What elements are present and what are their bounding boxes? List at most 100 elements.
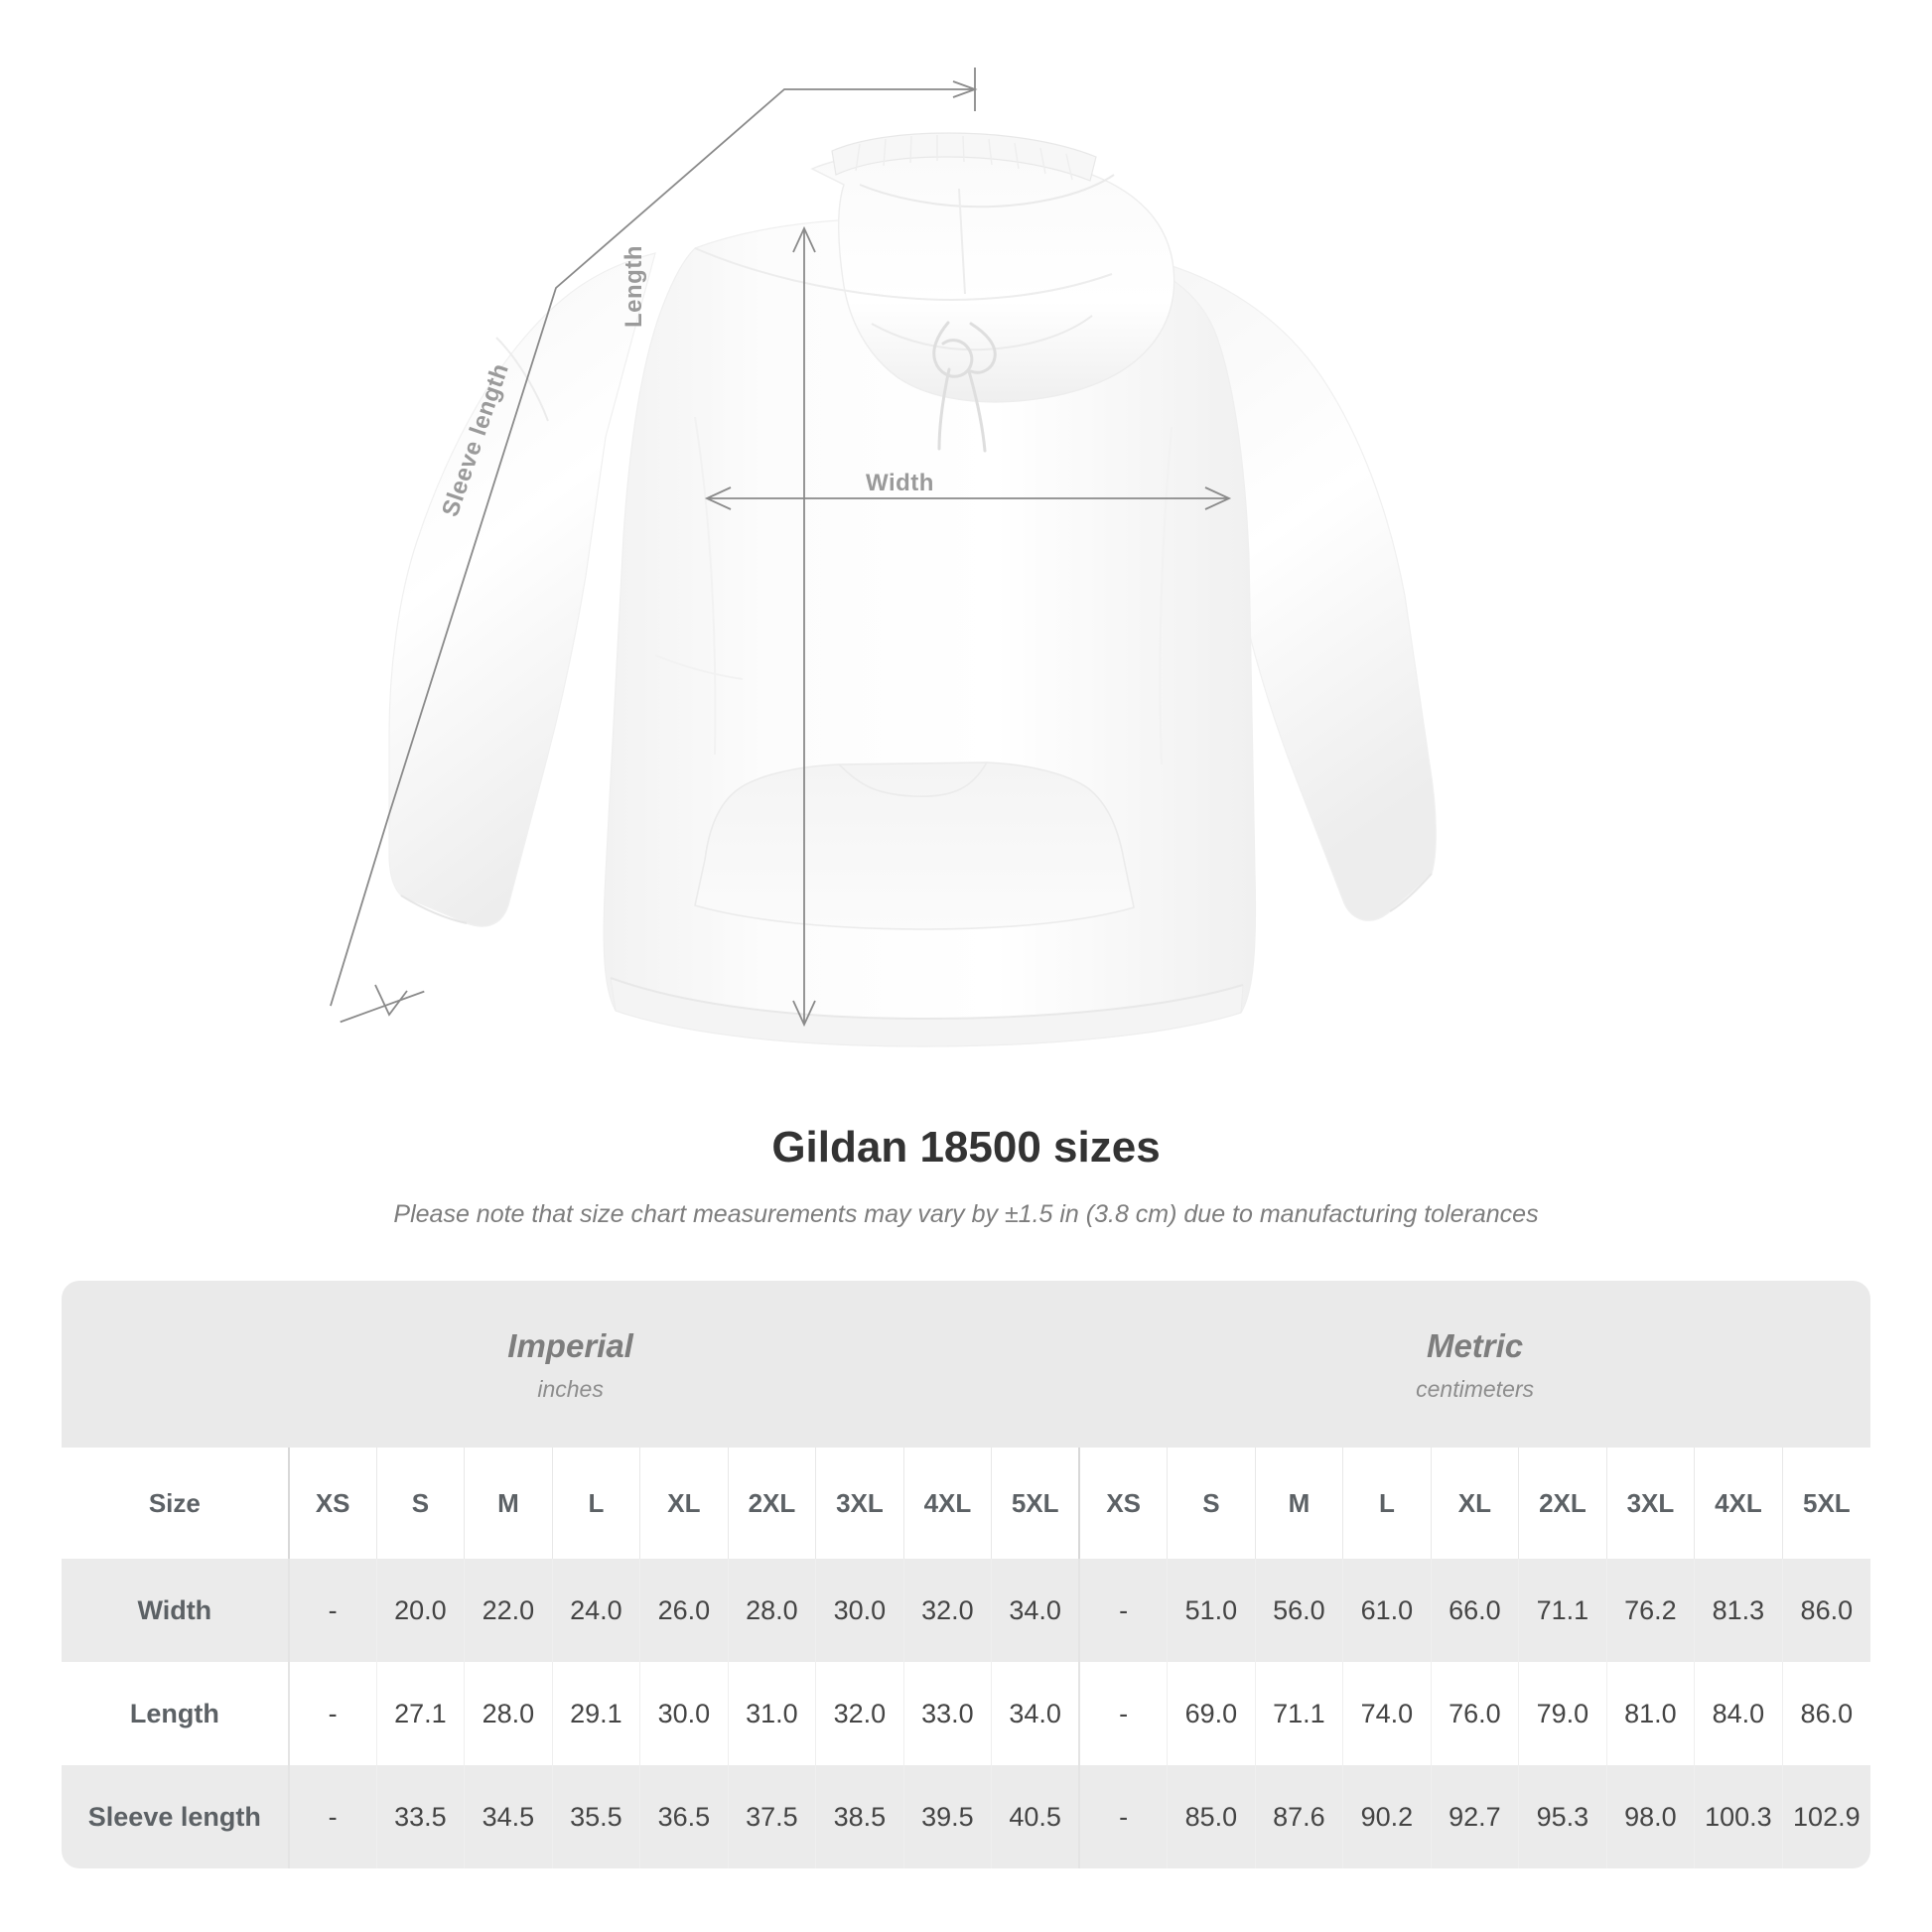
cell-length-imperial-xl: 30.0 [639,1662,729,1765]
title-block: Gildan 18500 sizes Please note that size… [0,1120,1932,1231]
size-header-metric-s: S [1167,1448,1256,1559]
cell-length-imperial-2xl: 31.0 [727,1662,816,1765]
cell-sleeve-metric-s: 85.0 [1167,1765,1256,1868]
cell-length-imperial-5xl: 34.0 [991,1662,1080,1765]
cell-width-imperial-4xl: 32.0 [902,1559,992,1662]
width-dimension-label: Width [866,470,934,496]
cell-length-metric-s: 69.0 [1167,1662,1256,1765]
row-label-width: Width [62,1559,289,1662]
size-header-metric-5xl: 5XL [1781,1448,1870,1559]
size-header-imperial-s: S [375,1448,465,1559]
imperial-title: Imperial [507,1326,633,1364]
cell-sleeve-metric-xl: 92.7 [1430,1765,1519,1868]
size-header-metric-m: M [1254,1448,1343,1559]
table-row: Sleeve length - 33.5 34.5 35.5 36.5 37.5… [62,1765,1870,1868]
cell-width-metric-m: 56.0 [1254,1559,1343,1662]
right-cuff-seam [1389,873,1433,912]
left-shoulder-fold [495,337,549,422]
hem-seam [610,977,1244,1021]
cell-sleeve-metric-xs: - [1078,1765,1168,1868]
size-header-imperial-m: M [464,1448,553,1559]
sleeve-leader-line [388,88,973,815]
cell-sleeve-imperial-3xl: 38.5 [815,1765,904,1868]
size-header-metric-4xl: 4XL [1694,1448,1783,1559]
cell-sleeve-metric-3xl: 98.0 [1605,1765,1695,1868]
length-top-arrowhead [792,225,816,253]
imperial-subtitle: inches [537,1375,604,1402]
cell-length-metric-xs: - [1078,1662,1168,1765]
table-row: Width - 20.0 22.0 24.0 26.0 28.0 30.0 32… [62,1559,1870,1662]
measurement-lines [330,68,1232,1028]
cell-width-metric-2xl: 71.1 [1518,1559,1607,1662]
cell-width-metric-3xl: 76.2 [1605,1559,1695,1662]
page-title: Gildan 18500 sizes [771,1123,1161,1172]
cell-sleeve-metric-l: 90.2 [1342,1765,1432,1868]
left-sleeve [388,252,656,927]
table-row: Length - 27.1 28.0 29.1 30.0 31.0 32.0 3… [62,1662,1870,1765]
cell-length-metric-2xl: 79.0 [1518,1662,1607,1765]
size-header-metric-xl: XL [1430,1448,1519,1559]
cell-length-metric-4xl: 84.0 [1694,1662,1783,1765]
size-header-imperial-2xl: 2XL [727,1448,816,1559]
size-chart-table: Imperial inches Metric centimeters Size … [62,1281,1870,1868]
body-folds [654,416,1173,765]
cell-width-metric-xs: - [1078,1559,1168,1662]
hood-inner-fold [859,174,1115,208]
left-cuff-seam [400,895,468,924]
cell-width-imperial-s: 20.0 [375,1559,465,1662]
cell-length-metric-5xl: 86.0 [1781,1662,1870,1765]
cell-length-metric-l: 74.0 [1342,1662,1432,1765]
hood-center-seam [958,188,966,295]
drawstring [932,321,997,453]
cell-sleeve-imperial-s: 33.5 [375,1765,465,1868]
length-dimension-label: Length [621,245,647,328]
size-header-metric-3xl: 3XL [1605,1448,1695,1559]
size-header-imperial-3xl: 3XL [815,1448,904,1559]
sleeve-bottom-tick [340,990,425,1024]
cell-sleeve-metric-2xl: 95.3 [1518,1765,1607,1868]
cell-width-metric-l: 61.0 [1342,1559,1432,1662]
cell-sleeve-imperial-2xl: 37.5 [727,1765,816,1868]
size-header-metric-2xl: 2XL [1518,1448,1607,1559]
pocket-top-edge [838,761,988,797]
cell-sleeve-metric-m: 87.6 [1254,1765,1343,1868]
cell-length-imperial-l: 29.1 [551,1662,640,1765]
unit-header-row: Imperial inches Metric centimeters [62,1281,1870,1448]
cell-width-imperial-3xl: 30.0 [815,1559,904,1662]
shoulder-seam [694,247,1113,301]
cell-length-metric-3xl: 81.0 [1605,1662,1695,1765]
cell-sleeve-imperial-xs: - [287,1765,377,1868]
size-chart-table-container: Imperial inches Metric centimeters Size … [62,1281,1870,1868]
cell-width-imperial-5xl: 34.0 [991,1559,1080,1662]
cell-length-imperial-4xl: 33.0 [902,1662,992,1765]
garment-diagram: Length Width Sleeve length [330,68,1437,1047]
cell-sleeve-imperial-l: 35.5 [551,1765,640,1868]
cell-width-imperial-2xl: 28.0 [727,1559,816,1662]
cell-width-metric-xl: 66.0 [1430,1559,1519,1662]
width-right-arrowhead [1204,486,1232,510]
metric-unit-header: Metric centimeters [1079,1281,1870,1448]
cell-width-metric-4xl: 81.3 [1694,1559,1783,1662]
tolerance-note: Please note that size chart measurements… [393,1200,1539,1228]
hoodie-illustration-svg [330,68,1437,1047]
imperial-unit-header: Imperial inches [62,1281,1080,1448]
size-header-imperial-5xl: 5XL [991,1448,1080,1559]
cell-length-imperial-xs: - [287,1662,377,1765]
hoodie-garment [388,132,1437,1047]
cell-width-imperial-m: 22.0 [464,1559,553,1662]
size-header-metric-xs: XS [1078,1448,1168,1559]
cell-length-imperial-m: 28.0 [464,1662,553,1765]
cell-sleeve-imperial-4xl: 39.5 [902,1765,992,1868]
cell-width-metric-s: 51.0 [1167,1559,1256,1662]
size-header-imperial-l: L [551,1448,640,1559]
size-header-imperial-xl: XL [639,1448,729,1559]
cell-length-metric-m: 71.1 [1254,1662,1343,1765]
metric-title: Metric [1426,1326,1524,1364]
sleeve-bottom-arrowhead [374,984,408,1017]
hood-ribbing [855,135,1073,181]
cell-sleeve-imperial-5xl: 40.5 [991,1765,1080,1868]
cell-length-imperial-s: 27.1 [375,1662,465,1765]
cell-width-imperial-xl: 26.0 [639,1559,729,1662]
size-header-metric-l: L [1342,1448,1432,1559]
row-label-length: Length [62,1662,289,1765]
